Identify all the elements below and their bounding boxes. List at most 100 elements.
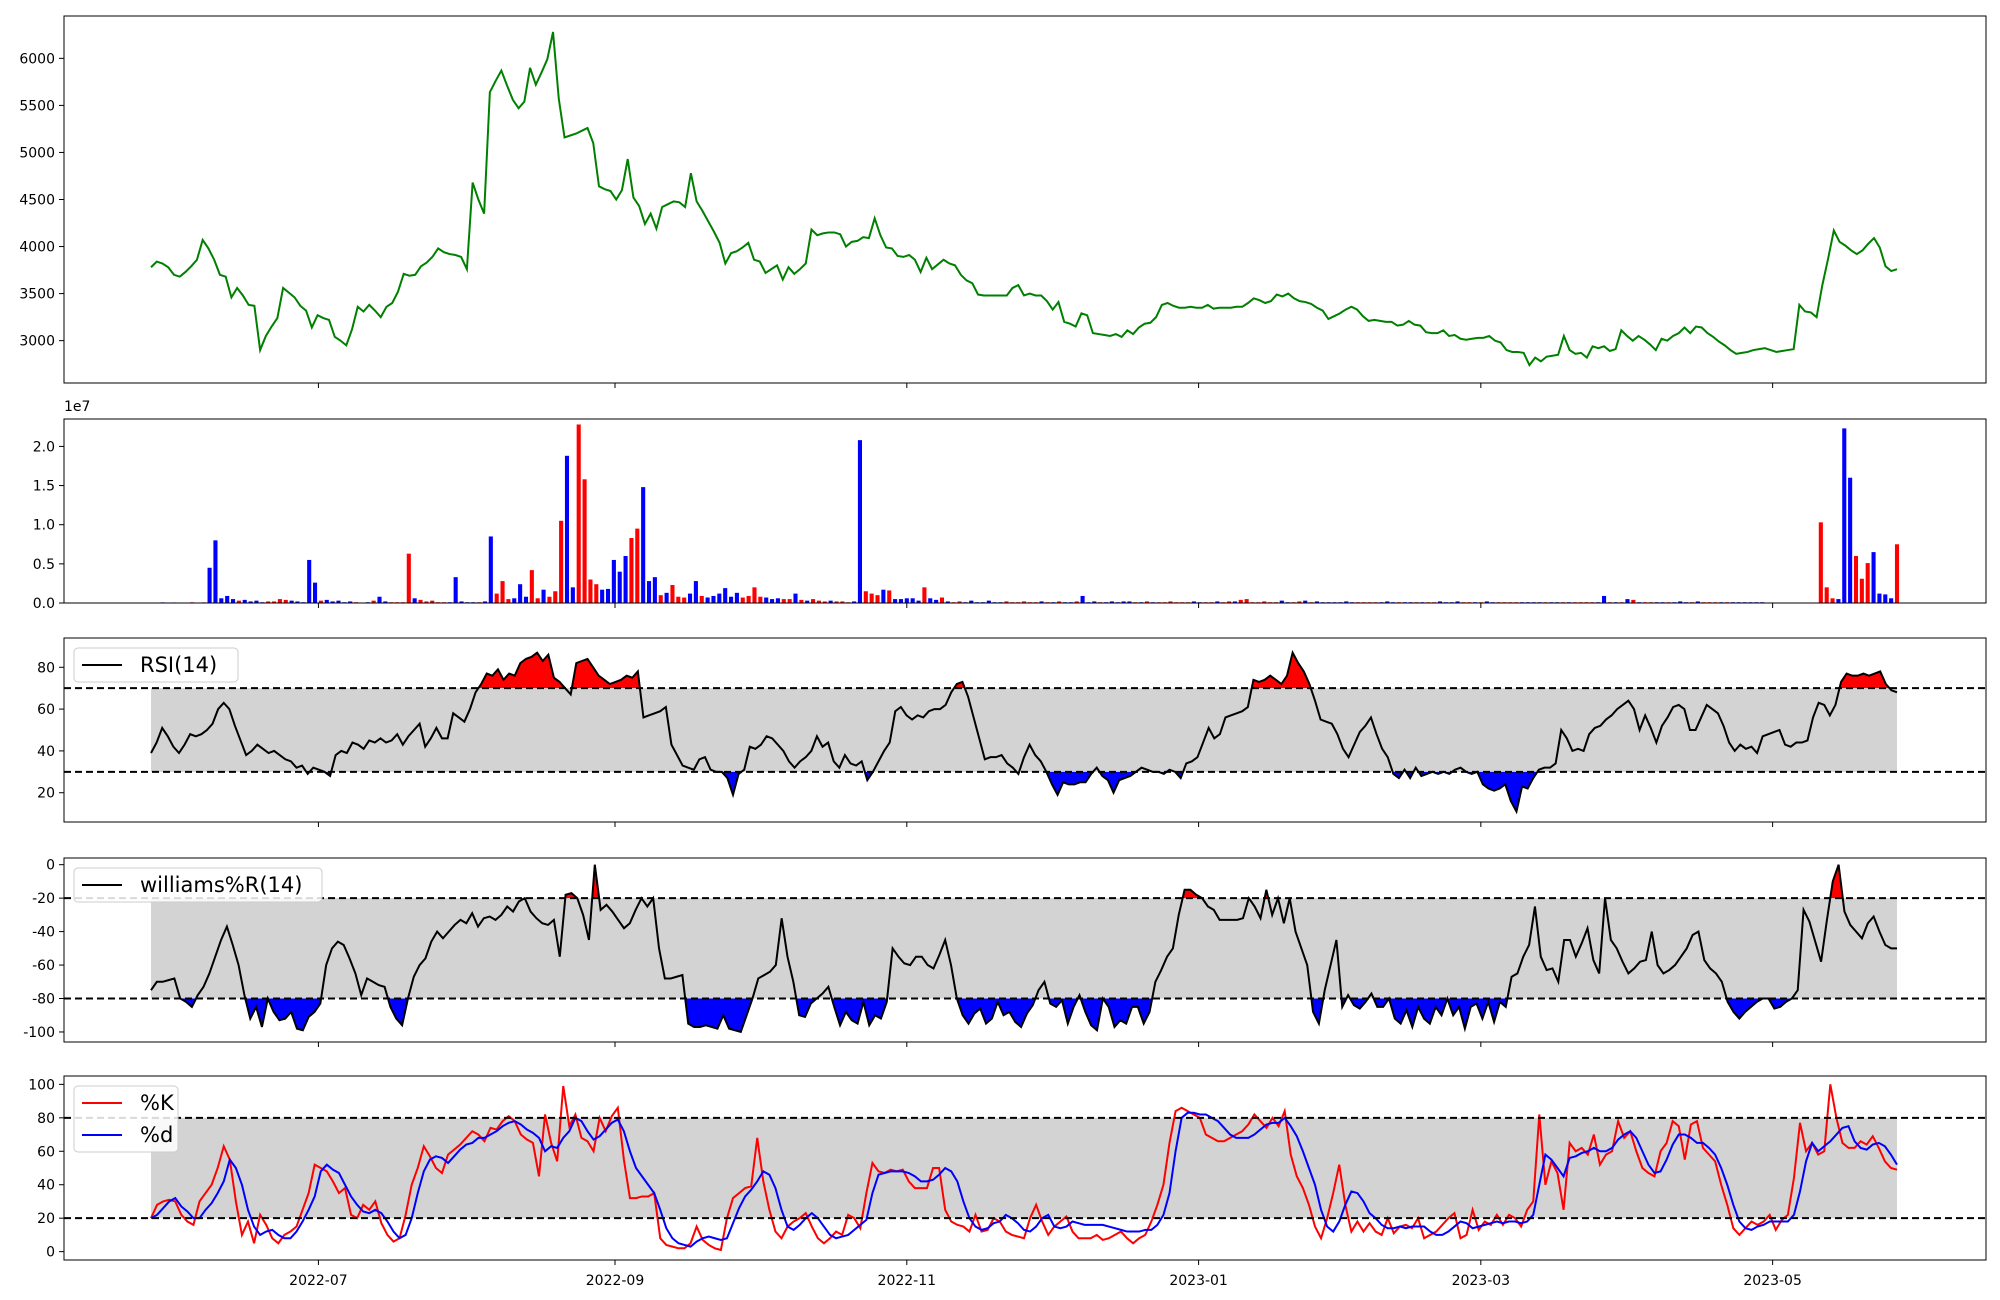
volume-bar — [646, 581, 652, 603]
volume-bar — [723, 588, 728, 603]
volume-bar — [687, 593, 693, 603]
volume-bar — [1144, 601, 1150, 603]
volume-bar — [500, 581, 505, 603]
volume-bar — [430, 600, 435, 603]
volume-bar — [377, 596, 382, 603]
volume-bar — [887, 590, 892, 603]
volume-bar — [254, 600, 259, 603]
volume-bar — [705, 597, 710, 603]
volume-bar — [758, 596, 763, 603]
volume-bar — [1168, 601, 1173, 603]
y-tick-label: 5500 — [19, 98, 55, 114]
volume-bar — [1092, 601, 1097, 603]
volume-bar — [1894, 544, 1900, 603]
volume-bar — [453, 577, 458, 603]
axes-frame — [63, 15, 1987, 384]
axes-frame — [63, 1075, 1987, 1261]
legend-label: williams%R(14) — [140, 873, 302, 897]
volume-bar — [1297, 601, 1302, 603]
volume-bar — [676, 596, 681, 603]
volume-panel: 0.0 0.5 1.0 1.5 2.0 1e7 — [33, 399, 1987, 612]
volume-bar — [1883, 594, 1888, 603]
volume-bar — [682, 597, 687, 603]
legend-box — [73, 647, 239, 683]
volume-bar — [1678, 601, 1683, 603]
volume-bar — [1191, 601, 1196, 603]
volume-bar — [945, 601, 950, 603]
x-tick-label: 2023-01 — [1169, 1273, 1228, 1289]
volume-bar — [547, 596, 552, 603]
volume-bar — [576, 424, 581, 603]
axes-frame — [63, 637, 1987, 823]
volume-bar — [746, 595, 751, 603]
y-tick-label: 5000 — [19, 145, 55, 161]
volume-bar — [781, 599, 786, 603]
volume-bar — [934, 599, 939, 603]
volume-bar — [840, 601, 845, 603]
volume-bar — [424, 601, 429, 603]
volume-bar — [629, 538, 634, 603]
volume-bar — [213, 540, 218, 603]
volume-bar — [553, 591, 558, 603]
volume-bar — [289, 600, 294, 603]
volume-bar — [635, 528, 640, 603]
volume-bar — [893, 599, 898, 603]
volume-bar — [764, 597, 769, 603]
volume-bar — [734, 592, 739, 603]
y-tick-label: 0.5 — [33, 557, 55, 573]
volume-bar — [869, 593, 874, 603]
volume-bar — [729, 596, 734, 603]
y-tick-label: 0 — [46, 1245, 55, 1261]
y-tick-label: -80 — [32, 992, 55, 1008]
volume-bar — [1859, 578, 1864, 603]
volume-bar — [570, 587, 575, 603]
volume-bar — [811, 599, 816, 603]
volume-bar — [564, 455, 570, 603]
volume-bar — [1039, 601, 1044, 603]
rsi-oversold-fill — [306, 771, 1538, 812]
volume-bar — [957, 601, 962, 603]
y-tick-label: 1.5 — [33, 479, 55, 495]
volume-bar — [1484, 601, 1489, 603]
volume-bar — [1021, 601, 1027, 603]
volume-bar — [535, 598, 540, 603]
volume-bar — [418, 599, 423, 603]
volume-bar — [1279, 600, 1284, 603]
volume-bar — [406, 553, 411, 603]
y-tick-label: -100 — [23, 1025, 55, 1041]
y-tick-label: 60 — [37, 702, 55, 718]
price-panel: 3000 3500 4000 4500 5000 5500 6000 — [19, 15, 1987, 384]
volume-bar — [1127, 601, 1132, 603]
y-tick-label: 40 — [37, 1178, 55, 1194]
volume-bar — [512, 598, 517, 603]
volume-bar — [1836, 599, 1841, 603]
y-tick-label: 80 — [37, 1111, 55, 1127]
williams-r-overbought-fill — [565, 864, 1843, 899]
volume-bar — [1853, 556, 1859, 603]
volume-bar — [1848, 477, 1853, 603]
y-tick-label: -60 — [32, 958, 55, 974]
volume-bar — [348, 601, 353, 603]
legend-label: RSI(14) — [140, 653, 217, 677]
volume-bar — [313, 582, 318, 603]
volume-bar — [898, 599, 904, 603]
y-tick-label: 3000 — [19, 334, 55, 350]
volume-bar — [207, 567, 212, 603]
volume-bar — [928, 598, 933, 603]
legend-label: %K — [140, 1091, 175, 1115]
volume-bar — [969, 600, 974, 603]
volume-bar — [1227, 601, 1232, 603]
volume-bar — [482, 601, 488, 603]
volume-bar — [236, 600, 241, 603]
stochastic-panel: 0 20 40 60 80 100 %K %d — [28, 1075, 1987, 1261]
volume-bar — [916, 600, 921, 603]
x-tick-label: 2022-11 — [878, 1273, 937, 1289]
volume-bar — [271, 601, 277, 603]
volume-bar — [529, 570, 534, 603]
volume-bar — [1074, 601, 1079, 603]
volume-bar — [1631, 599, 1636, 603]
volume-bar — [699, 595, 704, 603]
volume-bar — [828, 600, 833, 603]
volume-bar — [336, 600, 341, 603]
